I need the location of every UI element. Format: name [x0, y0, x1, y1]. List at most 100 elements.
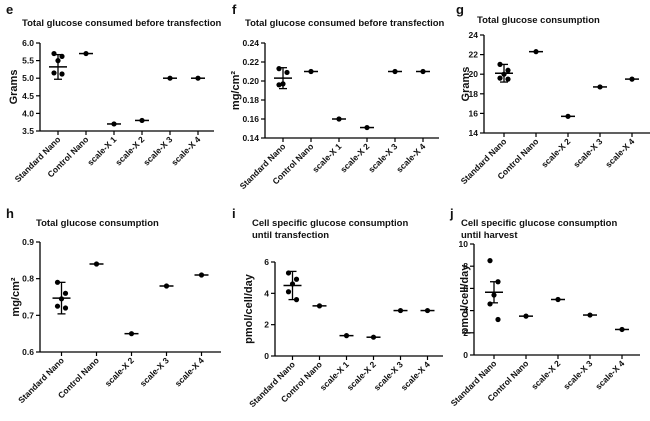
panel-label: e: [6, 2, 13, 17]
data-point: [343, 333, 350, 339]
data-point: [198, 272, 205, 278]
y-tick-label: 8: [463, 261, 468, 271]
data-point: [555, 296, 561, 303]
y-tick-label: 3.5: [22, 126, 34, 136]
data-point: [491, 292, 497, 298]
x-category-label: scale-X 3: [141, 134, 174, 167]
panel-title-line: Cell specific glucose consumption: [461, 218, 617, 229]
y-tick-label: 14: [469, 128, 479, 138]
panel-title: Total glucose consumed before transfecti…: [22, 18, 222, 29]
y-axis-label: pmol/cell/day: [459, 264, 471, 335]
data-point: [276, 66, 282, 72]
y-tick-label: 6.0: [22, 38, 34, 48]
y-tick-label: 22: [469, 50, 479, 60]
panel-title-line: Cell specific glucose consumption: [252, 218, 408, 229]
data-point: [495, 316, 501, 323]
y-tick-label: 4: [264, 288, 269, 298]
data-point: [163, 283, 170, 289]
x-category-label: scale-X 3: [366, 141, 399, 174]
y-tick-label: 4.0: [22, 108, 34, 118]
y-tick-label: 5.0: [22, 73, 34, 83]
data-point: [83, 50, 89, 57]
y-tick-label: 0: [463, 350, 468, 360]
panel-title: Total glucose consumption: [36, 218, 159, 229]
panel-label: j: [449, 206, 454, 221]
data-point: [289, 281, 296, 287]
data-point: [54, 303, 61, 309]
data-point: [293, 276, 300, 282]
data-point: [59, 71, 65, 77]
data-point: [424, 307, 431, 314]
y-tick-label: 0.8: [22, 274, 34, 284]
x-category-label: scale-X 1: [85, 134, 118, 167]
y-axis-label: pmol/cell/day: [243, 273, 255, 344]
panel-title-line: until transfection: [252, 230, 329, 241]
y-tick-label: 0.7: [22, 310, 34, 320]
data-point: [336, 116, 342, 122]
y-axis-label: Grams: [460, 67, 472, 102]
data-point: [285, 270, 292, 276]
panel-e: e Total glucose consumed before transfect…: [6, 2, 222, 184]
panel-i: i Cell specific glucose consumptionuntil …: [232, 206, 443, 409]
data-point: [128, 331, 135, 337]
x-category-label: Standard Nano: [247, 359, 297, 409]
y-tick-label: 0.22: [242, 57, 259, 67]
data-point: [285, 289, 292, 295]
data-point: [308, 68, 314, 75]
data-point: [284, 69, 290, 76]
panel-f: f Total glucose consumed before transfect…: [230, 2, 444, 191]
data-point: [195, 75, 201, 81]
y-tick-label: 2: [264, 320, 269, 330]
y-tick-label: 2: [463, 328, 468, 338]
data-point: [316, 303, 323, 309]
data-point: [497, 61, 503, 67]
x-category-label: scale-X 2: [539, 136, 572, 169]
x-category-label: Standard Nano: [16, 355, 66, 405]
data-point: [420, 68, 426, 75]
data-point: [487, 258, 493, 264]
data-point: [619, 326, 625, 333]
x-category-label: scale-X 2: [103, 355, 136, 388]
x-category-label: scale-X 4: [169, 134, 202, 167]
data-point: [501, 71, 507, 77]
y-tick-label: 0.20: [242, 76, 259, 86]
data-point: [587, 312, 593, 318]
y-tick-label: 0.24: [242, 38, 259, 48]
y-tick-label: 0.18: [242, 95, 259, 105]
panel-title: Total glucose consumption: [477, 15, 600, 26]
panel-h: h Total glucose consumption 0.6 0.7 0.8 0.9 mg…: [6, 206, 221, 405]
data-point: [392, 68, 398, 75]
x-category-label: scale-X 2: [338, 141, 371, 174]
data-point: [167, 75, 173, 81]
y-tick-label: 18: [469, 89, 479, 99]
y-axis-label: mg/cm²: [230, 71, 242, 110]
y-tick-label: 0.6: [22, 347, 34, 357]
data-point: [62, 290, 69, 296]
data-point: [276, 82, 282, 88]
x-category-label: scale-X 3: [138, 355, 171, 388]
x-category-label: scale-X 4: [173, 355, 206, 388]
y-tick-label: 5.5: [22, 56, 34, 66]
x-category-label: scale-X 2: [529, 358, 562, 391]
data-point: [505, 76, 511, 82]
x-category-label: scale-X 2: [113, 134, 146, 167]
data-point: [497, 75, 503, 81]
x-category-label: scale-X 4: [603, 136, 636, 169]
data-point: [54, 279, 61, 285]
y-tick-label: 0.16: [242, 114, 259, 124]
data-point: [59, 53, 65, 59]
panel-title-line: until harvest: [461, 230, 518, 241]
data-point: [505, 67, 511, 73]
y-tick-label: 20: [469, 69, 479, 79]
y-tick-label: 0.9: [22, 237, 34, 247]
data-point: [280, 81, 286, 87]
data-point: [523, 313, 529, 319]
y-tick-label: 4.5: [22, 91, 34, 101]
panel-label: i: [232, 206, 236, 221]
y-tick-label: 6: [463, 283, 468, 293]
data-point: [629, 76, 635, 82]
data-point: [93, 261, 100, 267]
x-category-label: scale-X 4: [399, 359, 432, 392]
x-category-label: scale-X 1: [310, 141, 343, 174]
data-point: [111, 121, 117, 127]
